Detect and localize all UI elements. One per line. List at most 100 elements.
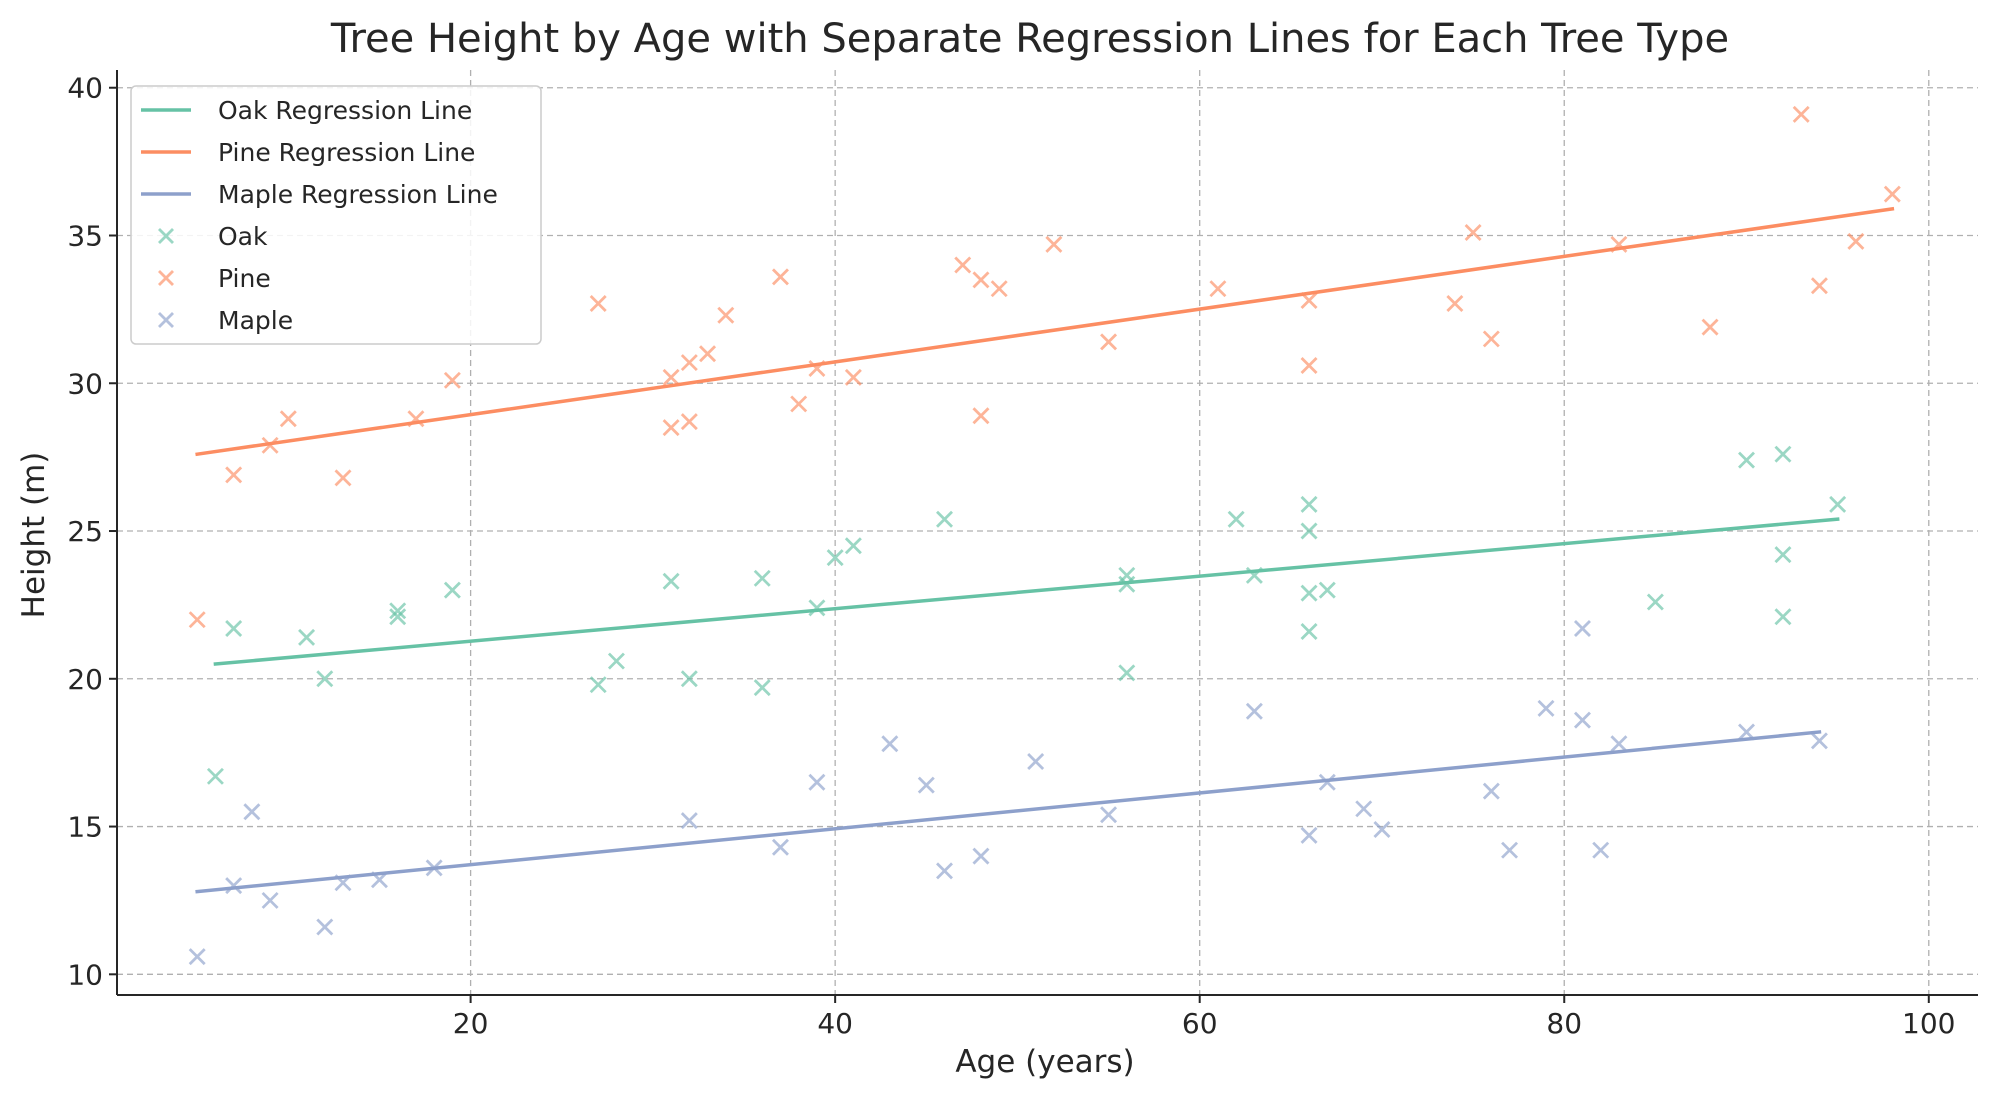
chart-title: Tree Height by Age with Separate Regress… [330,16,1729,62]
x-tick-label: 20 [453,1007,489,1040]
pine-data-point [261,436,279,454]
pine-data-point [1045,235,1063,253]
tick-labels: 20 40 60 80 100 10 15 20 25 30 35 40 [67,72,1955,1040]
maple-data-point [1027,753,1045,771]
pine-data-point [662,419,680,437]
oak-data-point [1318,581,1336,599]
oak-data-point [1118,664,1136,682]
maple-data-point [1300,826,1318,844]
y-tick-label: 20 [67,663,103,696]
pine-data-point [680,354,698,372]
x-tick-label: 40 [817,1007,853,1040]
oak-data-point [1738,451,1756,469]
oak-data-point [389,602,407,620]
maple-data-point [771,838,789,856]
oak-data-point [936,510,954,528]
maple-data-point [917,776,935,794]
pine-data-point [1792,105,1810,123]
oak-data-point [206,767,224,785]
maple-data-point [1537,699,1555,717]
oak-data-point [1646,593,1664,611]
pine-data-point [662,368,680,386]
pine-data-point [972,271,990,289]
oak-data-point [808,599,826,617]
oak-data-point [1829,495,1847,513]
pine-data-point [717,306,735,324]
pine-data-point [680,413,698,431]
pine-data-point [1482,330,1500,348]
maple-data-point [1501,841,1519,859]
y-tick-label: 10 [67,958,103,991]
pine-data-point [1810,277,1828,295]
maple-data-point [1373,821,1391,838]
y-tick-label: 40 [67,72,103,105]
pine-data-point [1300,292,1318,310]
regression-lines [195,206,1895,894]
legend-box [130,85,542,345]
maple-data-point [261,891,279,909]
oak-regression-line [213,517,1840,666]
oak-data-point [443,581,461,599]
legend-label-maple: Maple [218,306,293,335]
legend-swatch-oak [158,228,174,244]
pine-data-point [334,469,352,487]
maple-data-point [1245,702,1263,720]
pine-data-point [972,407,990,425]
y-tick-label: 35 [67,219,103,252]
axes [116,70,1978,996]
pine-data-point [1464,224,1482,242]
pine-data-point [188,611,206,629]
legend-swatch-maple [158,312,174,328]
oak-data-point [1300,522,1318,540]
pine-data-point [1701,318,1719,336]
pine-data-point [443,371,461,389]
oak-data-point [298,628,316,646]
pine-data-point [279,410,297,428]
pine-data-point [225,466,243,484]
maple-data-point [425,859,443,877]
pine-data-point [844,368,862,386]
oak-data-point [1227,510,1245,528]
legend-label-oak: Oak [218,222,268,251]
maple-data-point [1810,732,1828,750]
y-tick-label: 15 [67,811,103,844]
pine-data-point [1300,357,1318,375]
pine-data-point [1209,280,1227,298]
x-tick-label: 60 [1182,1007,1218,1040]
maple-data-point [1592,841,1610,859]
maple-data-point [1100,806,1118,824]
maple-data-point [1573,620,1591,638]
pine-data-point [1883,185,1901,203]
pine-data-point [808,359,826,377]
pine-data-point [1847,232,1865,250]
oak-data-point [1300,495,1318,513]
legend-label-pine-regression-line: Pine Regression Line [218,138,475,167]
pine-data-point [954,256,972,274]
oak-data-point [844,537,862,555]
y-tick-label: 25 [67,515,103,548]
legend-label-pine: Pine [218,264,271,293]
oak-data-point [1774,445,1792,463]
pine-data-point [407,410,425,428]
y-tick-label: 30 [67,367,103,400]
pine-data-point [1446,294,1464,312]
maple-regression-line [195,730,1822,894]
maple-data-point [881,735,899,753]
legend: Oak Regression Line Pine Regression Line M… [130,85,542,345]
data-points [188,105,1901,966]
oak-data-point [1774,608,1792,626]
maple-data-point [680,812,698,830]
oak-data-point [826,549,844,567]
maple-data-point [370,871,388,889]
maple-data-point [243,803,261,821]
legend-label-maple-regression-line: Maple Regression Line [218,180,498,209]
oak-data-point [680,670,698,688]
maple-data-point [316,918,334,936]
pine-data-point [1610,235,1628,253]
maple-data-point [188,948,206,966]
oak-data-point [589,676,607,694]
maple-data-point [808,773,826,791]
pine-data-point [771,268,789,286]
